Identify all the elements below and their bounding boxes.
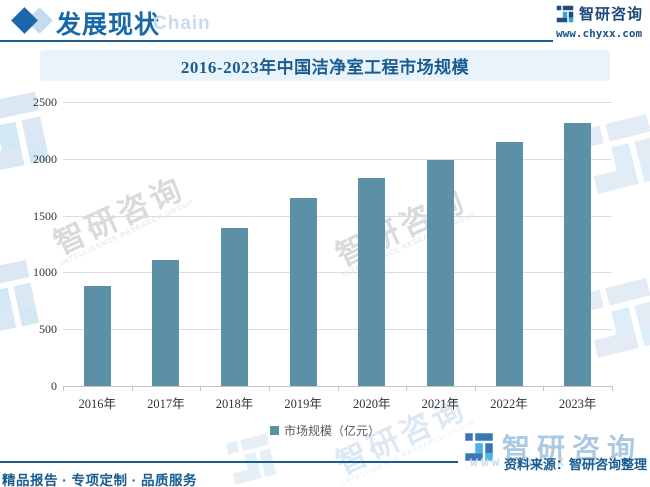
x-axis-label: 2018年 xyxy=(215,397,254,411)
section-subtitle: Chain xyxy=(153,13,211,34)
y-axis-label: 1000 xyxy=(33,265,57,280)
bar-2016年 xyxy=(83,286,111,386)
legend-label: 市场规模（亿元） xyxy=(283,424,380,438)
brand-name: 智研咨询 xyxy=(579,6,644,23)
gridline xyxy=(63,102,612,103)
bar-2023年 xyxy=(564,123,592,386)
chart-legend: 市场规模（亿元） xyxy=(0,422,650,439)
brand-url-watermark: www.chyxx.com xyxy=(470,455,611,470)
chart-title-banner: 2016-2023年中国洁净室工程市场规模 xyxy=(40,50,610,81)
x-axis-label: 2017年 xyxy=(147,397,185,411)
bar-2021年 xyxy=(426,159,454,386)
axis-tick xyxy=(268,386,270,391)
legend-swatch xyxy=(269,426,279,435)
section-title: 发展现状 xyxy=(56,11,161,39)
axis-tick xyxy=(612,386,613,391)
gridline xyxy=(63,329,612,331)
gridline xyxy=(63,272,612,274)
y-axis-label: 0 xyxy=(51,379,57,393)
brand-lockup-large: 智研咨询 xyxy=(464,427,642,467)
axis-tick xyxy=(543,386,545,391)
x-axis-label: 2023年 xyxy=(558,397,597,411)
axis-tick xyxy=(337,386,339,391)
footer-divider xyxy=(0,461,458,463)
x-axis-label: 2022年 xyxy=(490,397,528,411)
axis-tick xyxy=(474,386,476,391)
gridline xyxy=(63,158,612,160)
bar-2020年 xyxy=(358,177,386,386)
bar-2022年 xyxy=(495,141,523,386)
bar-2018年 xyxy=(221,227,249,386)
axis-tick xyxy=(131,386,133,391)
y-axis-label: 1500 xyxy=(33,208,57,223)
brand-lockup: 智研咨询 xyxy=(556,3,643,24)
footer-tagline: 精品报告 · 专项定制 · 品质服务 xyxy=(2,473,197,487)
axis-tick xyxy=(406,386,408,391)
brand-url: www.chyxx.com xyxy=(556,27,643,40)
y-axis-label: 500 xyxy=(39,322,57,337)
brand-logo-icon xyxy=(556,5,574,23)
brand-logo-icon xyxy=(464,432,494,462)
x-axis-label: 2021年 xyxy=(421,397,460,411)
axis-tick xyxy=(200,386,202,391)
header-divider xyxy=(0,40,553,42)
gridline xyxy=(63,215,612,217)
x-axis-label: 2019年 xyxy=(284,397,322,411)
axis-tick xyxy=(63,386,64,391)
bar-2019年 xyxy=(289,197,317,386)
bar-2017年 xyxy=(152,259,180,386)
chart-title: 2016-2023年中国洁净室工程市场规模 xyxy=(180,58,470,77)
source-note: 资料来源：智研咨询整理 xyxy=(503,457,647,472)
y-axis-label: 2500 xyxy=(33,95,57,109)
x-axis-label: 2020年 xyxy=(353,397,391,411)
y-axis-label: 2000 xyxy=(33,151,57,166)
x-axis-label: 2016年 xyxy=(78,397,117,411)
brand-name-large: 智研咨询 xyxy=(502,433,643,464)
